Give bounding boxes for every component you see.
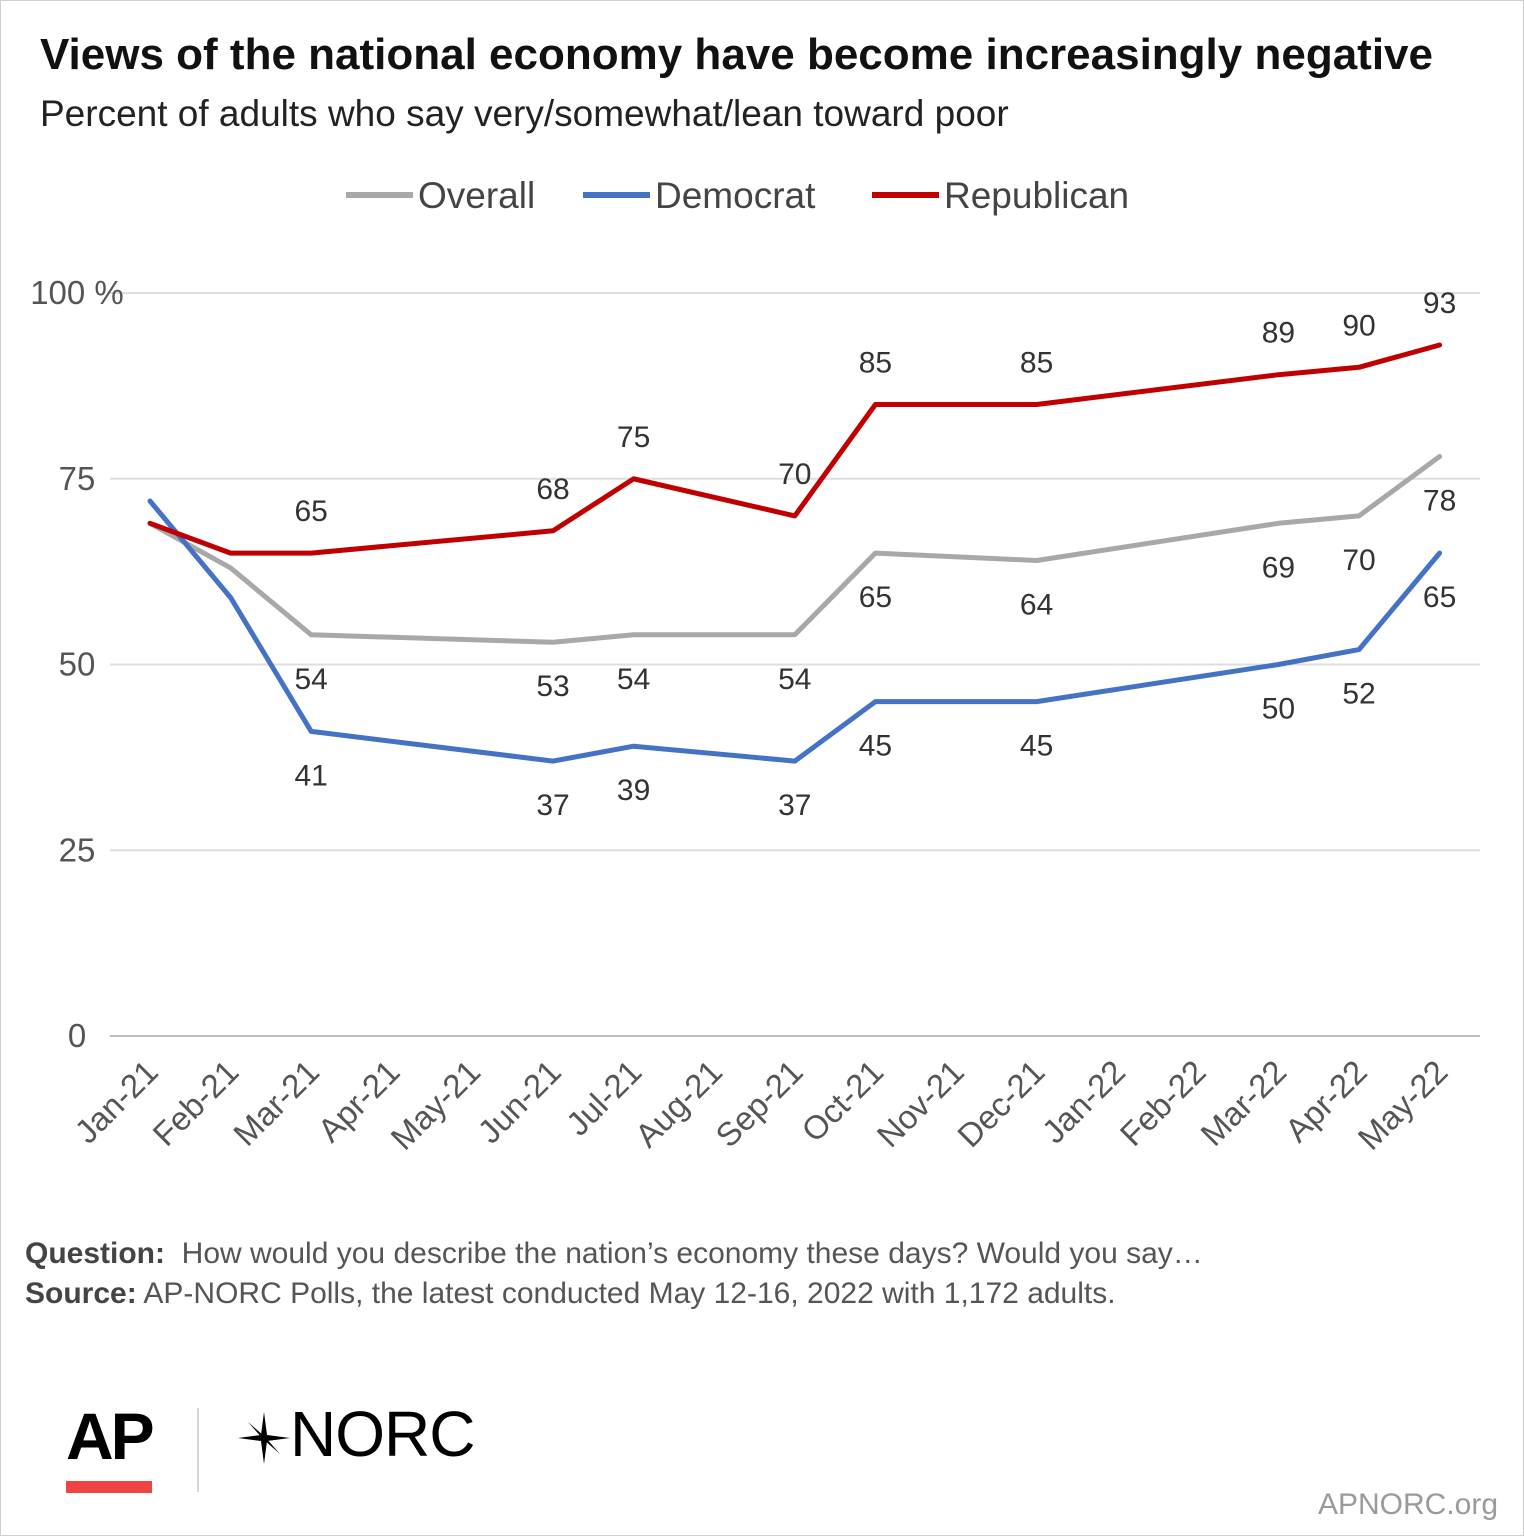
series-line-republican [147,342,1443,556]
data-label-overall: 78 [1423,484,1456,517]
series-line-overall [147,454,1443,645]
x-tick-label: Sep-21 [708,1053,809,1154]
data-label-republican: 89 [1262,317,1295,350]
y-tick-label: 0 [68,1017,86,1054]
data-label-republican: 93 [1423,287,1456,320]
legend-label: Overall [418,175,535,216]
legend-item-overall: Overall [346,175,535,216]
question-note: Question: How would you describe the nat… [25,1237,1203,1271]
legend-label: Democrat [655,175,816,216]
data-label-overall: 69 [1262,551,1295,584]
data-label-overall: 70 [1342,544,1375,577]
legend-item-republican: Republican [872,175,1129,216]
data-label-republican: 65 [295,495,328,528]
x-tick-label: Aug-21 [628,1053,729,1154]
series-line-democrat [147,498,1443,764]
data-label-democrat: 41 [295,759,328,792]
y-tick-label: 75 [59,460,96,497]
source-text: AP-NORC Polls, the latest conducted May … [143,1277,1116,1310]
data-label-democrat: 45 [859,730,892,763]
data-label-republican: 85 [859,346,892,379]
x-tick-label: Dec-21 [950,1053,1051,1154]
data-label-republican: 90 [1342,309,1375,342]
data-label-democrat: 45 [1020,730,1053,763]
x-tick-label: May-22 [1351,1053,1455,1157]
ap-logo: AP [66,1399,155,1473]
data-labels: 54 53 54 54 65 64 69 70 78 41 37 39 37 45 45 50 52 65 65 68… [295,287,1457,822]
data-label-republican: 70 [778,458,811,491]
logo-divider [197,1408,199,1492]
data-label-overall: 65 [859,581,892,614]
data-label-overall: 53 [536,670,569,703]
data-label-democrat: 65 [1423,581,1456,614]
x-tick-label: Jan-21 [67,1053,165,1151]
data-label-republican: 85 [1020,346,1053,379]
x-tick-label: Feb-22 [1113,1053,1213,1153]
data-label-democrat: 37 [536,789,569,822]
source-label: Source: [25,1277,137,1310]
y-axis: 0 25 50 75 100 % [30,274,124,1054]
legend-label: Republican [944,175,1129,216]
chart-subtitle: Percent of adults who say very/somewhat/… [40,93,1009,134]
x-tick-label: Mar-21 [226,1053,326,1153]
data-label-democrat: 37 [778,789,811,822]
legend-item-democrat: Democrat [583,175,816,216]
data-label-democrat: 52 [1342,678,1375,711]
x-tick-label: May-21 [383,1053,487,1157]
x-tick-label: Jun-21 [470,1053,568,1151]
data-label-democrat: 39 [617,774,650,807]
data-label-overall: 54 [617,663,650,696]
data-label-republican: 68 [536,473,569,506]
data-label-republican: 75 [617,421,650,454]
x-tick-label: Feb-21 [145,1053,245,1153]
site-link[interactable]: APNORC.org [1317,1488,1498,1521]
source-note: Source: AP-NORC Polls, the latest conduc… [25,1277,1116,1311]
y-tick-label: 100 % [30,274,124,311]
legend: Overall Democrat Republican [346,175,1129,216]
data-label-overall: 54 [778,663,811,696]
x-axis: Jan-21Feb-21Mar-21Apr-21May-21Jun-21Jul-… [67,1053,1454,1157]
x-tick-label: Mar-22 [1193,1053,1293,1153]
data-label-overall: 54 [295,663,328,696]
norc-star-icon [238,1412,290,1464]
x-tick-label: Nov-21 [870,1053,971,1154]
y-tick-label: 50 [59,646,96,683]
norc-logo: NORC [290,1398,475,1470]
gridlines [110,292,1480,1037]
data-label-democrat: 50 [1262,693,1295,726]
chart-title: Views of the national economy have becom… [40,30,1433,79]
line-chart: Overall Democrat Republican 0 25 50 75 100 % J… [30,175,1480,1157]
x-tick-label: Jan-22 [1035,1053,1133,1151]
question-label: Question: [25,1237,165,1270]
series-lines [147,342,1443,764]
data-label-overall: 64 [1020,588,1053,621]
question-text: How would you describe the nation’s econ… [181,1237,1203,1270]
ap-logo-bar [66,1481,152,1493]
y-tick-label: 25 [59,831,96,868]
